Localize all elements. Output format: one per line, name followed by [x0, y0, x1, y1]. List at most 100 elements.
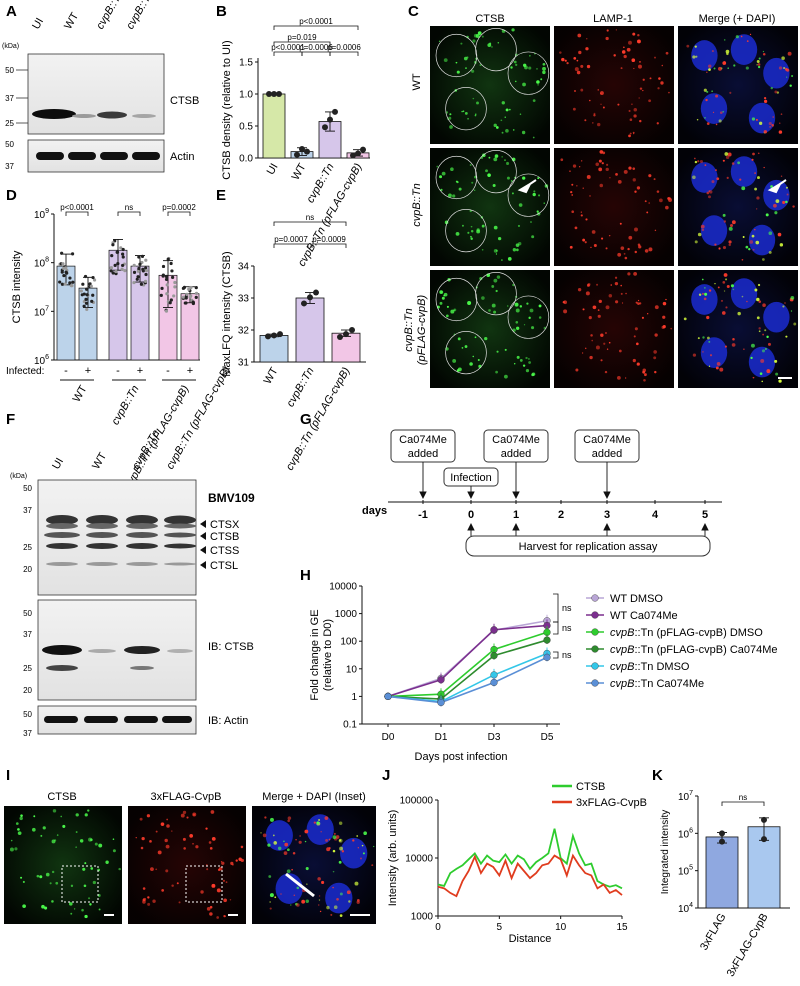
vesicle — [656, 122, 659, 125]
vesicle — [87, 809, 90, 812]
vesicle — [759, 121, 763, 125]
panel-h-point — [437, 676, 445, 684]
cell-outline — [435, 33, 478, 78]
panel-f-mw-50: 50 — [23, 484, 32, 493]
vesicle — [758, 330, 761, 333]
vesicle — [703, 297, 707, 301]
vesicle — [613, 54, 616, 57]
vesicle — [484, 336, 488, 341]
panel-letter-c: C — [408, 3, 419, 20]
vesicle — [637, 243, 641, 247]
panel-d-bracket-label: p<0.0001 — [60, 203, 94, 212]
vesicle — [504, 159, 506, 161]
panel-d-point — [111, 243, 115, 247]
vesicle — [49, 882, 52, 885]
vesicle — [662, 301, 667, 306]
vesicle — [637, 33, 640, 37]
panel-d-point — [181, 295, 186, 299]
vesicle — [715, 169, 717, 171]
panel-e-point — [277, 331, 283, 338]
vesicle — [587, 282, 591, 287]
panel-d-point — [84, 297, 88, 301]
vesicle — [774, 90, 778, 94]
vesicle — [313, 821, 316, 824]
vesicle — [200, 890, 204, 894]
vesicle — [118, 867, 121, 871]
vesicle — [269, 901, 272, 903]
vesicle — [696, 119, 699, 121]
vesicle — [629, 118, 633, 122]
vesicle — [501, 131, 504, 134]
vesicle — [785, 186, 788, 189]
panel-k-ytick-label: 106 — [678, 827, 693, 840]
vesicle — [98, 843, 103, 848]
panel-a-ctsb-membrane — [27, 53, 165, 135]
vesicle — [762, 50, 765, 53]
vesicle — [274, 841, 276, 843]
vesicle — [481, 296, 485, 300]
vesicle — [9, 847, 14, 852]
panel-d-group-label: WT — [71, 383, 90, 404]
vesicle — [782, 305, 785, 308]
vesicle — [754, 187, 757, 191]
panel-b-bracket-line — [329, 51, 359, 56]
micrograph-tone — [554, 148, 674, 266]
vesicle — [751, 158, 754, 161]
panel-b-bracket-label: p=0.0006 — [299, 43, 333, 52]
line-profile — [285, 872, 315, 898]
panel-d-point — [81, 282, 85, 286]
vesicle — [700, 224, 705, 229]
vesicle — [608, 234, 611, 237]
vesicle — [755, 118, 758, 121]
vesicle — [605, 167, 609, 172]
vesicle — [629, 132, 632, 135]
vesicle — [628, 40, 632, 45]
vesicle — [725, 155, 730, 160]
panel-e-bracket-line — [311, 243, 347, 248]
vesicle — [768, 231, 773, 236]
vesicle — [537, 177, 540, 180]
vesicle — [591, 339, 594, 342]
vesicle — [223, 898, 227, 903]
vesicle — [94, 842, 98, 846]
vesicle — [522, 82, 526, 87]
vesicle — [665, 298, 667, 301]
vesicle — [70, 912, 73, 915]
panel-e-point — [307, 294, 313, 301]
vesicle — [649, 77, 652, 80]
vesicle — [515, 80, 517, 83]
vesicle — [722, 280, 726, 284]
vesicle — [582, 187, 584, 189]
vesicle — [75, 846, 77, 848]
vesicle — [617, 375, 621, 380]
vesicle — [654, 229, 657, 232]
panel-d-point — [82, 299, 86, 304]
vesicle — [560, 158, 564, 162]
vesicle — [769, 126, 771, 128]
vesicle — [477, 31, 482, 36]
vesicle — [633, 107, 638, 112]
panel-h-ytick-label: 10000 — [329, 582, 357, 593]
vesicle — [540, 78, 543, 81]
vesicle — [763, 99, 768, 103]
vesicle — [633, 335, 636, 338]
panel-d-point — [161, 273, 165, 277]
vesicle — [339, 892, 343, 896]
vesicle — [762, 333, 765, 336]
vesicle — [155, 830, 158, 833]
vesicle — [299, 835, 301, 837]
panel-f-band — [164, 532, 196, 538]
nucleus-dapi — [700, 93, 728, 124]
vesicle — [40, 834, 43, 837]
vesicle — [606, 163, 609, 166]
panel-h-legend-label: WT Ca074Me — [610, 610, 678, 622]
vesicle — [501, 101, 505, 105]
vesicle — [441, 171, 446, 176]
vesicle — [528, 358, 530, 360]
panel-j-chart: 1000 10000 100000 0 5 10 15 Distance Intensity (… — [387, 781, 647, 945]
vesicle — [723, 39, 726, 41]
panel-a-band-cvpb — [97, 111, 127, 119]
vesicle — [465, 67, 467, 69]
panel-g-box-1-line2: added — [408, 448, 439, 460]
vesicle — [515, 63, 518, 67]
